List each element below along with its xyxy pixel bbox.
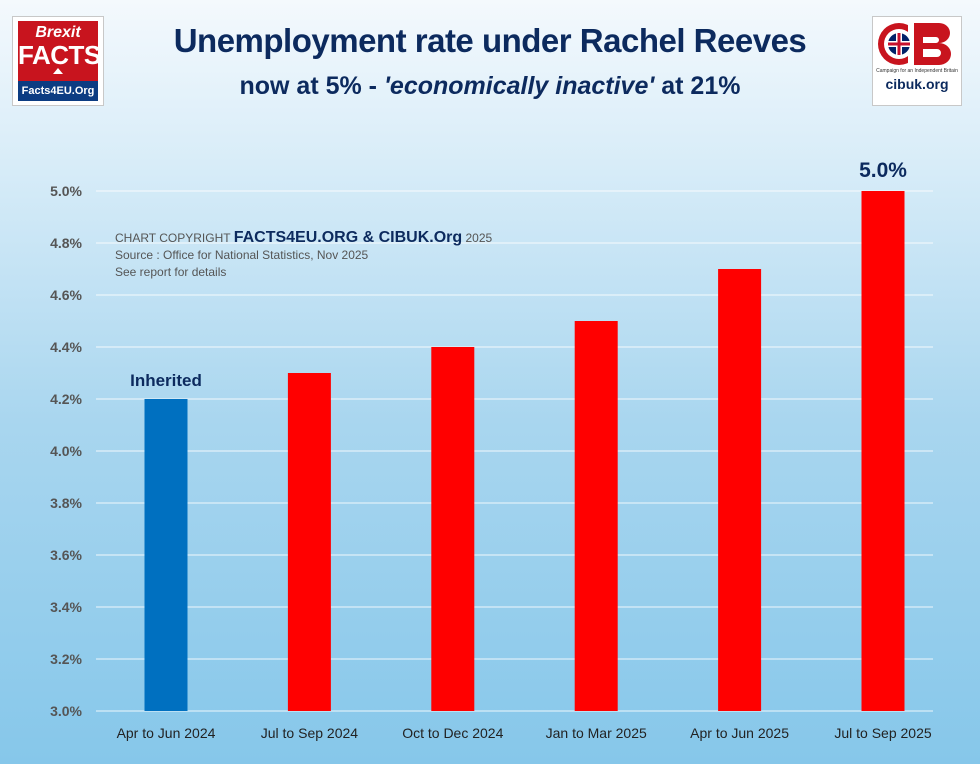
y-tick-label: 4.2%	[50, 391, 82, 407]
y-tick-label: 4.8%	[50, 235, 82, 251]
credit-line: CHART COPYRIGHT FACTS4EU.ORG & CIBUK.Org…	[115, 229, 492, 247]
credit-owner: FACTS4EU.ORG & CIBUK.Org	[233, 229, 463, 246]
x-tick-label: Jul to Sep 2024	[261, 725, 359, 741]
y-tick-label: 4.0%	[50, 443, 82, 459]
logo-facts-text: FACTS	[18, 40, 101, 70]
y-tick-label: 3.2%	[50, 651, 82, 667]
chart-credit: CHART COPYRIGHT FACTS4EU.ORG & CIBUK.Org…	[115, 229, 492, 281]
y-tick-label: 4.6%	[50, 287, 82, 303]
x-tick-label: Jan to Mar 2025	[546, 725, 647, 741]
subtitle-prefix: now at 5% -	[239, 72, 384, 100]
y-tick-label: 3.8%	[50, 495, 82, 511]
x-tick-label: Apr to Jun 2024	[117, 725, 216, 741]
chart-subtitle: now at 5% - 'economically inactive' at 2…	[0, 72, 980, 101]
bar	[144, 399, 188, 711]
credit-source: Source : Office for National Statistics,…	[115, 248, 369, 262]
subtitle-italic: 'economically inactive'	[383, 72, 655, 100]
cibuk-logo: Campaign for an Independent Britain cibu…	[872, 16, 962, 106]
cib-mark-icon	[878, 23, 951, 65]
y-tick-label: 3.6%	[50, 547, 82, 563]
credit-year: 2025	[462, 231, 493, 245]
bar	[861, 191, 905, 711]
bar	[287, 373, 331, 711]
brexit-facts-logo: Brexit FACTS Facts4EU.Org	[12, 16, 104, 106]
cib-tagline: Campaign for an Independent Britain	[876, 68, 958, 74]
y-tick-label: 3.4%	[50, 599, 82, 615]
subtitle-suffix: at 21%	[654, 72, 741, 100]
chart-title: Unemployment rate under Rachel Reeves	[173, 22, 807, 59]
logo-triangle-icon	[53, 68, 63, 74]
x-tick-label: Oct to Dec 2024	[402, 725, 503, 741]
logo-left-site: Facts4EU.Org	[18, 81, 98, 101]
y-tick-label: 5.0%	[50, 183, 82, 199]
x-tick-label: Apr to Jun 2025	[690, 725, 789, 741]
y-tick-label: 3.0%	[50, 703, 82, 719]
bar	[431, 347, 475, 711]
logo-right-site: cibuk.org	[885, 76, 949, 92]
data-label: 5.0%	[859, 159, 907, 182]
data-label: Inherited	[130, 371, 202, 390]
credit-prefix: CHART COPYRIGHT	[115, 231, 234, 245]
bar	[718, 269, 762, 711]
logo-brexit-text: Brexit	[35, 24, 81, 41]
credit-note: See report for details	[115, 265, 227, 279]
bar	[574, 321, 618, 711]
x-tick-label: Jul to Sep 2025	[834, 725, 932, 741]
y-tick-label: 4.4%	[50, 339, 82, 355]
